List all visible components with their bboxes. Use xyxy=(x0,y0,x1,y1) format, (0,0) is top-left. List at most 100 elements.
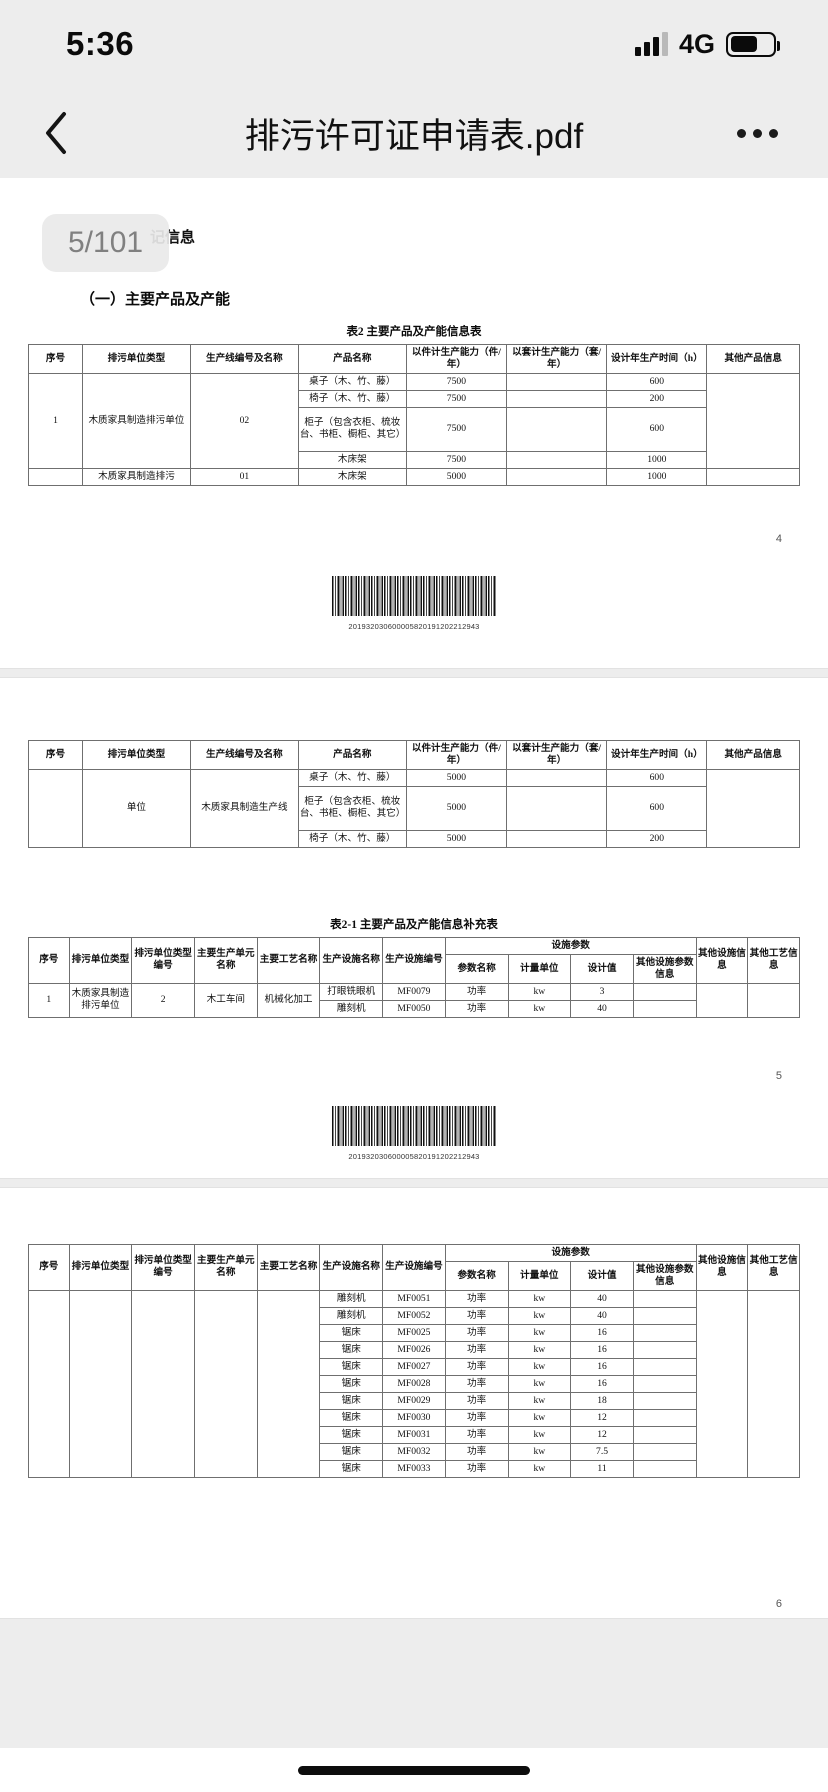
cell-param-name: 功率 xyxy=(444,1459,509,1478)
cell-hours: 600 xyxy=(606,768,708,787)
cell-param-value: 40 xyxy=(570,1289,634,1308)
barcode-number: 201932030600005820191202212943 xyxy=(348,622,480,631)
table-row: 雕刻机 MF0050 功率 kw 40 xyxy=(29,999,800,1018)
battery-fill xyxy=(730,36,757,52)
table-header-row: 序号 排污单位类型 排污单位类型编号 主要生产单元名称 主要工艺名称 生产设施名… xyxy=(28,1244,800,1291)
col-product: 产品名称 xyxy=(297,344,407,374)
status-bar-indicators: 4G xyxy=(634,28,780,60)
col-facility-code: 生产设施编号 xyxy=(382,937,446,984)
back-button[interactable] xyxy=(44,103,90,163)
barcode-block: 201932030600005820191202212943 xyxy=(0,1106,828,1161)
cell-facility-code: MF0029 xyxy=(382,1391,446,1410)
page-indicator-badge: 5/101 xyxy=(42,214,170,272)
col-params-group: 设施参数 xyxy=(444,937,697,955)
cell-other-param-info xyxy=(632,999,697,1018)
col-facility: 生产设施名称 xyxy=(319,1244,384,1291)
table-caption: 表2 主要产品及产能信息表 xyxy=(346,326,482,338)
cell-cap-set xyxy=(505,372,608,391)
battery-icon xyxy=(726,31,780,57)
col-other-process-info: 其他工艺信息 xyxy=(747,937,800,984)
col-other-facility-info: 其他设施信息 xyxy=(695,1244,749,1291)
col-param-unit: 计量单位 xyxy=(507,953,572,984)
table-row: 雕刻机 MF0051 功率 kw 40 xyxy=(28,1289,800,1478)
table-row: 锯床 MF0033 功率 kw 11 xyxy=(29,1459,800,1478)
cell-param-name: 功率 xyxy=(444,999,509,1018)
col-other-process-info: 其他工艺信息 xyxy=(747,1244,800,1291)
cell-other-param-info xyxy=(632,1459,697,1478)
cell-param-unit: kw xyxy=(507,1425,572,1444)
col-param-value: 设计值 xyxy=(570,953,634,984)
table-header-row: 序号 排污单位类型 生产线编号及名称 产品名称 以件计生产能力（件/年） 以套计… xyxy=(28,344,800,374)
cell-unit-type-code: 2 xyxy=(131,982,195,1018)
cell-hours: 1000 xyxy=(606,467,708,486)
cell-seq xyxy=(28,467,83,486)
cell-unit-type: 木质家具制造排污 xyxy=(81,467,191,486)
cell-param-value: 16 xyxy=(570,1357,634,1376)
cell-product: 木床架 xyxy=(297,450,407,469)
cell-unit-type: 木质家具制造排污单位 xyxy=(81,372,191,469)
col-other: 其他产品信息 xyxy=(706,740,800,770)
cell-param-unit: kw xyxy=(507,1340,572,1359)
cell-param-unit: kw xyxy=(507,1306,572,1325)
table-row: 锯床 MF0029 功率 kw 18 xyxy=(29,1391,800,1410)
cell-cap-set xyxy=(505,467,608,486)
cell-unit-type-code xyxy=(131,1289,195,1478)
cell-other-facility-info xyxy=(695,982,749,1018)
cell-other-process-info xyxy=(747,982,800,1018)
cell-param-name: 功率 xyxy=(444,1357,509,1376)
cell-cap-piece: 5000 xyxy=(405,829,508,848)
cell-param-value: 40 xyxy=(570,999,634,1018)
cell-line: 木质家具制造生产线 xyxy=(189,768,299,848)
cell-facility-code: MF0025 xyxy=(382,1323,446,1342)
pdf-page: 序号 排污单位类型 排污单位类型编号 主要生产单元名称 主要工艺名称 生产设施名… xyxy=(0,1188,828,1618)
cell-other-param-info xyxy=(632,982,697,1001)
table-row: 木床架 7500 1000 xyxy=(29,450,800,469)
folio-number: 6 xyxy=(775,1598,782,1610)
table-row: 1 木质家具制造排污单位 2 木工车间 机械化加工 打眼铣眼机 MF0079 功… xyxy=(28,982,800,1018)
more-options-button[interactable] xyxy=(737,128,784,138)
table-header-row: 参数名称 计量单位 设计值 其他设施参数信息 xyxy=(29,1260,800,1291)
col-other-facility-info: 其他设施信息 xyxy=(695,937,749,984)
cell-param-name: 功率 xyxy=(444,1289,509,1308)
cell-param-value: 16 xyxy=(570,1323,634,1342)
cell-other-param-info xyxy=(632,1374,697,1393)
page-title: 排污许可证申请表.pdf xyxy=(244,116,584,156)
cell-product: 桌子（木、竹、藤） xyxy=(297,768,407,787)
cell-facility: 雕刻机 xyxy=(319,999,384,1018)
cell-prod-unit: 木工车间 xyxy=(193,982,258,1018)
cell-facility: 锯床 xyxy=(319,1408,384,1427)
cell-facility: 锯床 xyxy=(319,1425,384,1444)
col-line: 生产线编号及名称 xyxy=(189,740,299,770)
cell-other-param-info xyxy=(632,1340,697,1359)
cell-product: 椅子（木、竹、藤） xyxy=(297,829,407,848)
col-line: 生产线编号及名称 xyxy=(189,344,299,374)
table-caption: 表2-1 主要产品及产能信息补充表 xyxy=(330,919,498,931)
cell-facility-code: MF0033 xyxy=(382,1459,446,1478)
col-unit-type-code: 排污单位类型编号 xyxy=(131,1244,195,1291)
cell-param-name: 功率 xyxy=(444,1374,509,1393)
pdf-scroll-area[interactable]: 5/101 记信息 （一）主要产品及产能 表2 主要产品及产能信息表 序号 排污… xyxy=(0,178,828,1748)
col-seq: 序号 xyxy=(28,1244,70,1291)
col-cap-piece: 以件计生产能力（件/年） xyxy=(405,344,508,374)
home-indicator[interactable] xyxy=(298,1765,530,1775)
table-row: 单位 木质家具制造生产线 桌子（木、竹、藤） 5000 600 xyxy=(28,768,800,848)
cell-other-param-info xyxy=(632,1425,697,1444)
folio-number: 5 xyxy=(775,1070,782,1082)
cell-param-unit: kw xyxy=(507,1408,572,1427)
table-row: 雕刻机 MF0052 功率 kw 40 xyxy=(29,1306,800,1325)
col-seq: 序号 xyxy=(28,740,83,770)
section-heading: （一）主要产品及产能 xyxy=(80,292,231,308)
cell-param-unit: kw xyxy=(507,1357,572,1376)
home-indicator-area xyxy=(0,1748,828,1792)
col-hours: 设计年生产时间（h） xyxy=(606,740,708,770)
cell-facility-code: MF0027 xyxy=(382,1357,446,1376)
cell-facility-code: MF0026 xyxy=(382,1340,446,1359)
cell-other-param-info xyxy=(632,1442,697,1461)
folio-number: 4 xyxy=(775,533,782,545)
network-type-label: 4G xyxy=(678,28,715,59)
cell-param-name: 功率 xyxy=(444,1391,509,1410)
col-unit-type: 排污单位类型 xyxy=(68,937,133,984)
cell-param-unit: kw xyxy=(507,1459,572,1478)
cell-seq: 1 xyxy=(28,372,83,469)
cell-other-param-info xyxy=(632,1323,697,1342)
